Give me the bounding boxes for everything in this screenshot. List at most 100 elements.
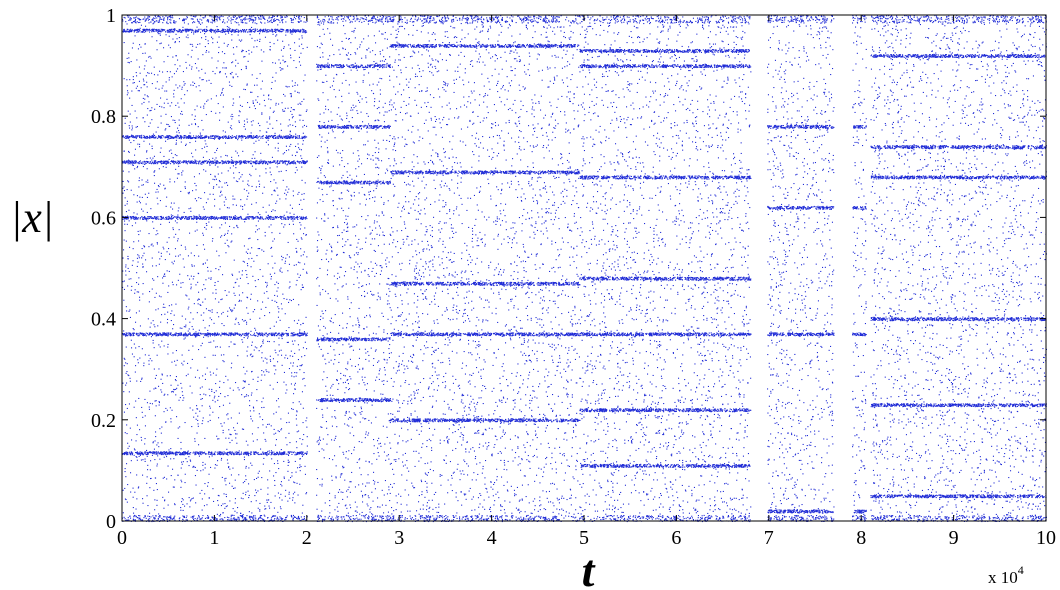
data-point bbox=[193, 498, 194, 499]
data-point bbox=[222, 32, 223, 33]
data-point bbox=[143, 365, 144, 366]
data-point bbox=[252, 137, 253, 138]
data-point bbox=[225, 222, 226, 223]
data-point bbox=[150, 460, 151, 461]
data-point bbox=[239, 335, 240, 336]
data-point bbox=[255, 346, 256, 347]
data-point bbox=[207, 330, 208, 331]
data-point bbox=[297, 29, 298, 30]
data-point bbox=[154, 449, 155, 450]
data-point bbox=[166, 206, 167, 207]
data-point bbox=[209, 456, 210, 457]
data-point bbox=[297, 366, 298, 367]
data-point bbox=[177, 60, 178, 61]
data-point bbox=[219, 187, 220, 188]
data-point bbox=[125, 362, 126, 363]
data-point bbox=[198, 444, 199, 445]
data-point bbox=[264, 375, 265, 376]
data-point bbox=[205, 288, 206, 289]
data-point bbox=[275, 210, 276, 211]
data-point bbox=[159, 137, 160, 138]
data-point bbox=[290, 124, 291, 125]
data-point bbox=[277, 296, 278, 297]
data-point bbox=[148, 360, 149, 361]
data-point bbox=[278, 430, 279, 431]
data-point bbox=[176, 34, 177, 35]
data-point bbox=[251, 501, 252, 502]
data-point bbox=[246, 394, 247, 395]
data-point bbox=[166, 456, 167, 457]
data-point bbox=[263, 95, 264, 96]
data-point bbox=[265, 163, 266, 164]
data-point bbox=[259, 39, 260, 40]
data-point bbox=[193, 85, 194, 86]
data-point bbox=[285, 355, 286, 356]
data-point bbox=[161, 116, 162, 117]
data-point bbox=[167, 410, 168, 411]
data-point bbox=[149, 513, 150, 514]
data-point bbox=[232, 310, 233, 311]
data-point bbox=[204, 103, 205, 104]
data-point bbox=[259, 184, 260, 185]
data-point bbox=[211, 29, 212, 30]
data-point bbox=[218, 396, 219, 397]
data-point bbox=[217, 346, 218, 347]
data-point bbox=[240, 105, 241, 106]
data-point bbox=[170, 458, 171, 459]
data-point bbox=[264, 334, 265, 335]
data-point bbox=[152, 278, 153, 279]
data-point bbox=[227, 218, 228, 219]
data-point bbox=[164, 163, 165, 164]
data-point bbox=[259, 214, 260, 215]
data-point bbox=[155, 401, 156, 402]
data-point bbox=[135, 216, 136, 217]
data-point bbox=[305, 32, 306, 33]
data-point bbox=[256, 225, 257, 226]
data-point bbox=[154, 297, 155, 298]
data-point bbox=[270, 181, 271, 182]
data-point bbox=[210, 374, 211, 375]
data-point bbox=[280, 124, 281, 125]
data-point bbox=[246, 252, 247, 253]
data-point bbox=[210, 31, 211, 32]
data-point bbox=[123, 171, 124, 172]
data-point bbox=[130, 142, 131, 143]
data-point bbox=[168, 32, 169, 33]
data-point bbox=[287, 32, 288, 33]
data-point bbox=[286, 219, 287, 220]
data-point bbox=[283, 180, 284, 181]
data-point bbox=[227, 207, 228, 208]
data-point bbox=[179, 65, 180, 66]
data-point bbox=[159, 258, 160, 259]
data-point bbox=[244, 29, 245, 30]
data-point bbox=[220, 31, 221, 32]
data-point bbox=[203, 206, 204, 207]
data-point bbox=[134, 293, 135, 294]
data-point bbox=[279, 351, 280, 352]
data-point bbox=[216, 375, 217, 376]
data-point bbox=[124, 162, 125, 163]
data-point bbox=[141, 437, 142, 438]
data-point bbox=[144, 137, 145, 138]
data-point bbox=[206, 217, 207, 218]
data-point bbox=[241, 140, 242, 141]
data-point bbox=[255, 280, 256, 281]
data-point bbox=[162, 374, 163, 375]
data-point bbox=[138, 284, 139, 285]
data-point bbox=[128, 218, 129, 219]
data-point bbox=[214, 152, 215, 153]
data-point bbox=[127, 256, 128, 257]
data-point bbox=[233, 161, 234, 162]
data-point bbox=[131, 218, 132, 219]
data-point bbox=[136, 72, 137, 73]
data-point bbox=[306, 111, 307, 112]
data-point bbox=[146, 75, 147, 76]
data-point bbox=[278, 287, 279, 288]
data-point bbox=[223, 19, 224, 20]
data-point bbox=[146, 218, 147, 219]
data-point bbox=[131, 290, 132, 291]
data-point bbox=[184, 267, 185, 268]
data-point bbox=[174, 315, 175, 316]
data-point bbox=[250, 160, 251, 161]
data-point bbox=[216, 436, 217, 437]
